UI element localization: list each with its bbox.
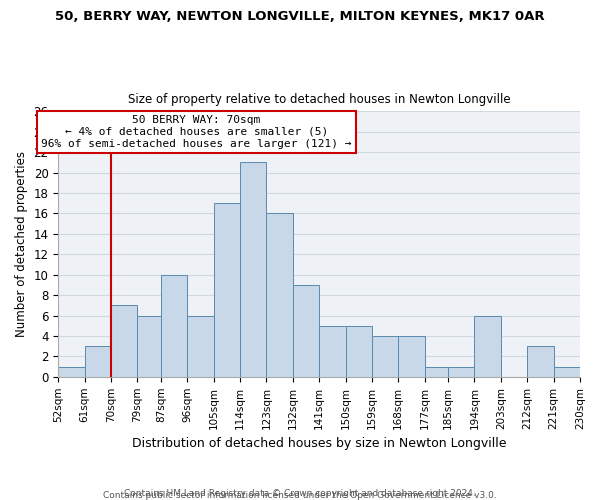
Bar <box>240 162 266 377</box>
Bar <box>425 366 448 377</box>
Text: Contains public sector information licensed under the Open Government Licence v3: Contains public sector information licen… <box>103 490 497 500</box>
Bar <box>266 214 293 377</box>
Text: 50, BERRY WAY, NEWTON LONGVILLE, MILTON KEYNES, MK17 0AR: 50, BERRY WAY, NEWTON LONGVILLE, MILTON … <box>55 10 545 23</box>
Text: Contains HM Land Registry data © Crown copyright and database right 2024.: Contains HM Land Registry data © Crown c… <box>124 488 476 498</box>
Bar <box>319 326 346 377</box>
Bar <box>161 274 187 377</box>
Bar <box>475 316 501 377</box>
Bar <box>527 346 554 377</box>
Bar <box>346 326 372 377</box>
Bar <box>58 366 85 377</box>
Bar <box>554 366 580 377</box>
X-axis label: Distribution of detached houses by size in Newton Longville: Distribution of detached houses by size … <box>132 437 506 450</box>
Bar <box>187 316 214 377</box>
Bar <box>448 366 475 377</box>
Bar <box>111 306 137 377</box>
Bar <box>137 316 161 377</box>
Y-axis label: Number of detached properties: Number of detached properties <box>15 151 28 337</box>
Text: 50 BERRY WAY: 70sqm
← 4% of detached houses are smaller (5)
96% of semi-detached: 50 BERRY WAY: 70sqm ← 4% of detached hou… <box>41 116 352 148</box>
Bar <box>293 285 319 377</box>
Title: Size of property relative to detached houses in Newton Longville: Size of property relative to detached ho… <box>128 93 511 106</box>
Bar <box>214 203 240 377</box>
Bar <box>372 336 398 377</box>
Bar <box>398 336 425 377</box>
Bar <box>85 346 111 377</box>
